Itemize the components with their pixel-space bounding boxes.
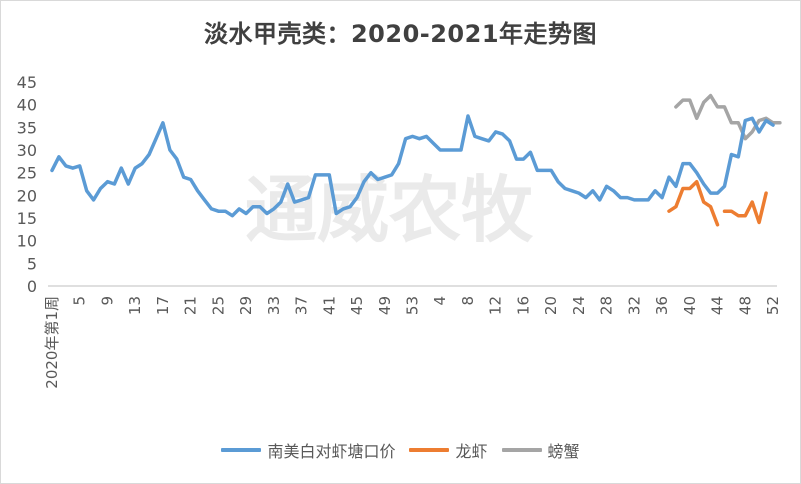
x-tick-label: 4	[431, 296, 449, 306]
x-tick-label: 25	[209, 296, 227, 315]
legend-label-crab: 螃蟹	[547, 442, 580, 461]
series-line-crayfish	[667, 179, 720, 227]
x-tick-label: 53	[404, 296, 422, 315]
x-tick-label: 5	[71, 296, 89, 306]
x-tick-label: 52	[764, 296, 782, 315]
x-tick-label: 32	[625, 296, 643, 315]
x-tick-label: 37	[293, 296, 311, 315]
y-tick-label: 45	[17, 73, 37, 92]
series-line-crayfish	[722, 191, 768, 225]
legend-label-crayfish: 龙虾	[455, 442, 488, 461]
y-tick-label: 0	[27, 277, 37, 296]
x-tick-label: 44	[709, 296, 727, 315]
y-tick-label: 25	[17, 164, 37, 183]
y-tick-label: 5	[27, 254, 37, 273]
y-tick-label: 20	[17, 186, 37, 205]
series-line-crab	[674, 93, 782, 141]
x-tick-label: 36	[653, 296, 671, 315]
legend-swatch-shrimp	[221, 448, 262, 452]
x-tick-label-first: 2020年第1周	[43, 296, 61, 389]
x-tick-label: 24	[570, 296, 588, 315]
legend-swatch-crayfish	[409, 448, 450, 452]
x-tick-label: 20	[542, 296, 560, 315]
x-tick-label: 9	[98, 296, 116, 306]
x-tick-label: 16	[514, 296, 532, 315]
watermark-text: 通威农牧	[245, 168, 534, 252]
x-axis-labels: 2020年第1周 5 9 13 17 21 25 29 33 37 41 45 49 53 4 8 12 16 20…	[43, 296, 782, 389]
legend: 南美白对虾塘口价 龙虾 螃蟹	[0, 438, 801, 462]
x-tick-label: 33	[265, 296, 283, 315]
x-tick-label: 21	[182, 296, 200, 315]
x-tick-label: 48	[736, 296, 754, 315]
legend-item-crab: 螃蟹	[501, 438, 580, 462]
y-tick-label: 30	[17, 141, 37, 160]
legend-item-shrimp: 南美白对虾塘口价	[221, 438, 395, 462]
legend-label-shrimp: 南美白对虾塘口价	[267, 442, 396, 461]
x-tick-label: 41	[320, 296, 338, 315]
x-tick-label: 28	[598, 296, 616, 315]
x-tick-label: 12	[487, 296, 505, 315]
series-lines	[50, 93, 782, 227]
y-tick-label: 40	[17, 96, 37, 115]
x-tick-label: 8	[459, 296, 477, 306]
x-tick-label: 45	[348, 296, 366, 315]
x-tick-label: 49	[376, 296, 394, 315]
chart-title: 淡水甲壳类：2020-2021年走势图	[203, 20, 598, 48]
y-tick-label: 15	[17, 209, 37, 228]
y-tick-label: 10	[17, 232, 37, 251]
x-tick-label: 13	[126, 296, 144, 315]
y-tick-label: 35	[17, 118, 37, 137]
series-line-shrimp	[50, 114, 775, 218]
legend-swatch-crab	[501, 448, 542, 452]
legend-item-crayfish: 龙虾	[409, 438, 488, 462]
x-tick-label: 17	[154, 296, 172, 315]
x-tick-label: 40	[681, 296, 699, 315]
y-axis-labels: 0 5 10 15 20 25 30 35 40 45	[17, 73, 37, 296]
x-tick-label: 29	[237, 296, 255, 315]
